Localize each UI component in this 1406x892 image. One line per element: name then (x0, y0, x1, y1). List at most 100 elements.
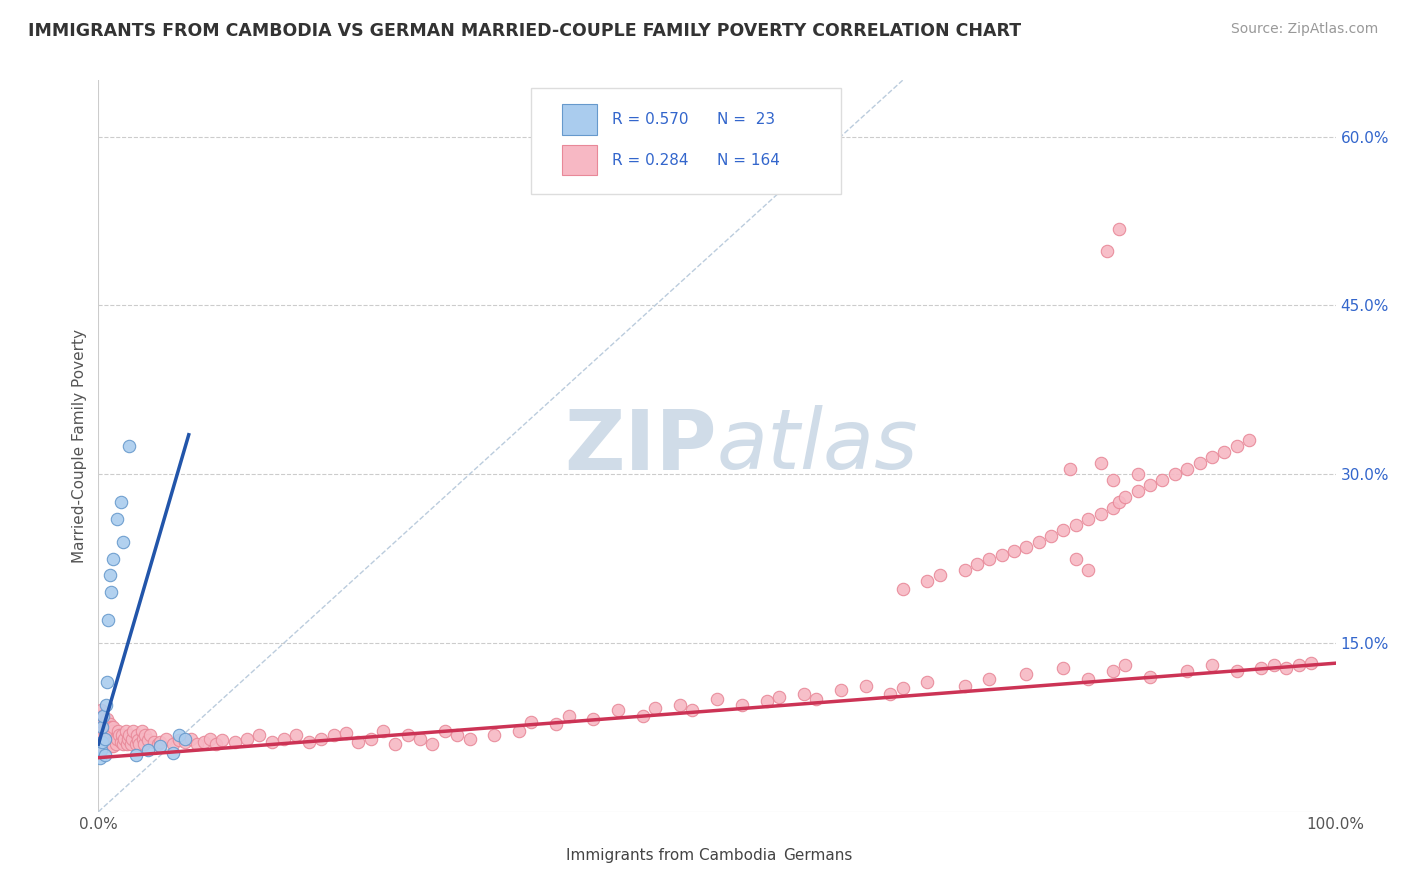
Point (360, 731, 382, 746)
Point (1077, 563, 1099, 577)
Point (1213, 444, 1236, 458)
Bar (562, 104, 598, 136)
Point (132, 731, 155, 746)
Point (1095, 244, 1118, 259)
Point (1250, 661, 1272, 675)
Point (97, 723, 120, 738)
Point (1114, 658, 1136, 673)
Text: ZIP: ZIP (565, 406, 717, 486)
Point (1126, 483, 1149, 498)
Point (1040, 529, 1063, 543)
Text: atlas: atlas (717, 406, 918, 486)
Point (979, 551, 1001, 566)
Point (125, 728, 148, 742)
Point (557, 709, 579, 723)
Point (146, 737, 169, 751)
Point (107, 723, 129, 738)
Point (1288, 658, 1310, 673)
Point (93, 709, 115, 723)
Point (966, 557, 988, 571)
Point (458, 731, 481, 746)
Y-axis label: Married-Couple Family Poverty: Married-Couple Family Poverty (72, 329, 87, 563)
Point (1299, 656, 1322, 670)
Point (1077, 512, 1099, 526)
Point (309, 731, 332, 746)
Point (1201, 450, 1223, 465)
Text: N = 164: N = 164 (717, 153, 780, 168)
Point (855, 679, 877, 693)
Point (131, 723, 153, 738)
Point (100, 720, 122, 734)
Point (110, 735, 132, 749)
Point (93, 714, 115, 729)
Point (1164, 467, 1187, 482)
FancyBboxPatch shape (531, 87, 841, 194)
Point (93, 739, 115, 754)
Point (90, 714, 112, 729)
Text: Germans: Germans (783, 848, 852, 863)
Point (105, 512, 128, 526)
Point (91, 714, 114, 729)
Point (112, 534, 135, 549)
Point (167, 732, 190, 747)
Point (143, 735, 166, 749)
Point (546, 717, 568, 731)
Point (93, 731, 115, 746)
Point (103, 720, 125, 734)
Point (384, 737, 406, 751)
Point (89, 720, 111, 734)
Point (98, 728, 121, 742)
Point (98, 568, 121, 582)
Point (96, 737, 118, 751)
Point (167, 728, 190, 742)
Point (93, 748, 115, 763)
Point (103, 731, 125, 746)
Point (706, 692, 728, 706)
Point (607, 703, 630, 717)
Point (1114, 490, 1136, 504)
Point (1064, 551, 1087, 566)
Point (104, 737, 127, 751)
Point (1263, 658, 1285, 673)
Point (446, 728, 468, 742)
Point (1077, 672, 1099, 686)
Point (347, 735, 370, 749)
Point (793, 687, 815, 701)
Point (122, 723, 145, 738)
Point (136, 732, 159, 747)
Point (582, 713, 605, 727)
Point (371, 723, 394, 738)
Point (990, 548, 1012, 562)
Point (111, 728, 134, 742)
Point (433, 723, 456, 738)
Point (1028, 534, 1050, 549)
Point (484, 728, 506, 742)
Point (1015, 667, 1038, 681)
Point (180, 731, 202, 746)
Point (100, 739, 122, 754)
Point (198, 731, 221, 746)
Point (1108, 495, 1130, 509)
Point (97, 614, 120, 628)
Text: R = 0.570: R = 0.570 (612, 112, 689, 128)
Point (93, 709, 115, 723)
Point (917, 574, 939, 588)
Point (1102, 473, 1125, 487)
Bar (748, 845, 770, 867)
Text: Immigrants from Cambodia: Immigrants from Cambodia (567, 848, 776, 863)
Point (1237, 434, 1260, 448)
Point (1052, 661, 1074, 675)
Point (260, 735, 283, 749)
Point (118, 728, 141, 742)
Point (1226, 664, 1249, 678)
Point (112, 737, 135, 751)
Point (117, 731, 139, 746)
Point (118, 439, 141, 453)
Point (93, 728, 115, 742)
Point (1090, 507, 1112, 521)
Text: Source: ZipAtlas.com: Source: ZipAtlas.com (1230, 22, 1378, 37)
Point (917, 675, 939, 690)
Point (891, 681, 914, 695)
Point (112, 731, 135, 746)
Point (193, 735, 215, 749)
